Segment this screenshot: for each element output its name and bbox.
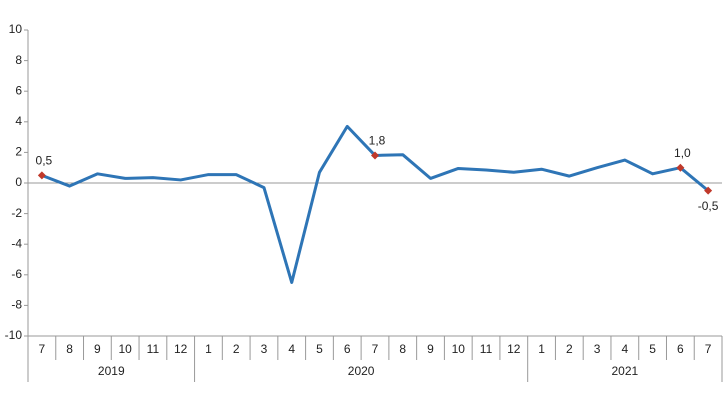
- x-tick-label: 5: [316, 342, 323, 356]
- data-label: 1,8: [369, 134, 386, 148]
- x-tick-label: 7: [372, 342, 379, 356]
- year-label: 2020: [348, 364, 375, 378]
- y-tick-label: -4: [11, 236, 22, 250]
- data-label: 1,0: [674, 146, 691, 160]
- year-label: 2021: [611, 364, 638, 378]
- x-tick-label: 4: [621, 342, 628, 356]
- x-tick-label: 12: [174, 342, 188, 356]
- x-tick-label: 6: [344, 342, 351, 356]
- marker: [676, 163, 685, 172]
- x-tick-label: 1: [538, 342, 545, 356]
- x-tick-label: 11: [147, 342, 160, 356]
- x-tick-label: 5: [649, 342, 656, 356]
- x-tick-label: 4: [288, 342, 295, 356]
- x-tick-label: 6: [677, 342, 684, 356]
- marker: [37, 171, 46, 180]
- y-tick-label: -2: [11, 206, 22, 220]
- x-tick-label: 10: [452, 342, 466, 356]
- data-label: -0,5: [698, 199, 719, 213]
- y-tick-label: 8: [15, 53, 22, 67]
- y-tick-label: 6: [15, 83, 22, 97]
- y-tick-label: 4: [15, 114, 22, 128]
- marker: [704, 186, 713, 195]
- x-tick-label: 2: [566, 342, 573, 356]
- x-tick-label: 7: [705, 342, 712, 356]
- x-tick-label: 3: [594, 342, 601, 356]
- year-label: 2019: [98, 364, 125, 378]
- y-tick-label: 0: [15, 175, 22, 189]
- data-label: 0,5: [36, 154, 53, 168]
- y-tick-label: 10: [9, 22, 23, 36]
- x-tick-label: 7: [39, 342, 46, 356]
- x-tick-label: 9: [427, 342, 434, 356]
- x-tick-label: 2: [233, 342, 240, 356]
- x-tick-label: 3: [261, 342, 268, 356]
- x-tick-label: 8: [399, 342, 406, 356]
- x-tick-label: 1: [205, 342, 212, 356]
- data-line: [41, 124, 710, 284]
- y-tick-label: -8: [11, 298, 22, 312]
- y-tick-label: -10: [5, 328, 23, 342]
- x-tick-label: 12: [507, 342, 521, 356]
- y-tick-label: -6: [11, 267, 22, 281]
- marker: [371, 151, 379, 160]
- y-tick-label: 2: [15, 145, 22, 159]
- x-tick-label: 8: [66, 342, 73, 356]
- x-tick-label: 10: [118, 342, 132, 356]
- x-tick-label: 11: [480, 342, 493, 356]
- x-tick-label: 9: [94, 342, 101, 356]
